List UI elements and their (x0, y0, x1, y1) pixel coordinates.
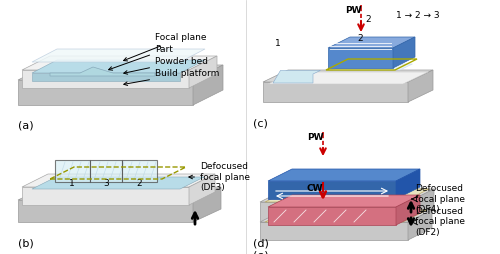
Text: (c): (c) (253, 118, 268, 128)
Text: (e): (e) (253, 250, 268, 254)
Text: 3: 3 (103, 179, 109, 188)
Text: 2: 2 (365, 15, 370, 24)
Polygon shape (268, 207, 396, 225)
Polygon shape (260, 202, 408, 222)
Polygon shape (22, 174, 215, 187)
Polygon shape (408, 189, 434, 222)
Text: Build platform: Build platform (124, 69, 220, 85)
Polygon shape (328, 48, 393, 68)
Polygon shape (90, 160, 122, 182)
Polygon shape (268, 169, 420, 181)
Polygon shape (333, 64, 412, 70)
Polygon shape (268, 181, 396, 199)
Text: PW: PW (345, 6, 361, 15)
Polygon shape (263, 70, 433, 82)
Polygon shape (265, 189, 429, 202)
Polygon shape (260, 189, 434, 202)
Polygon shape (193, 65, 223, 105)
Polygon shape (189, 56, 217, 88)
Polygon shape (328, 37, 415, 48)
Text: PW: PW (307, 133, 323, 142)
Polygon shape (18, 187, 221, 200)
Polygon shape (263, 82, 408, 102)
Text: 2: 2 (136, 179, 142, 188)
Text: (a): (a) (18, 120, 34, 130)
Text: (b): (b) (18, 239, 34, 249)
Polygon shape (32, 60, 205, 73)
Polygon shape (22, 70, 189, 88)
Polygon shape (18, 200, 193, 222)
Polygon shape (273, 70, 320, 83)
Polygon shape (408, 70, 433, 102)
Polygon shape (18, 80, 193, 105)
Polygon shape (122, 160, 157, 182)
Text: Defocused
focal plane
(DF3): Defocused focal plane (DF3) (189, 162, 250, 192)
Text: 1: 1 (275, 39, 281, 48)
Text: CW: CW (307, 184, 323, 193)
Text: (d): (d) (253, 239, 269, 249)
Polygon shape (50, 67, 155, 76)
Polygon shape (55, 160, 90, 182)
Text: Defocused
focal plane
(DF2): Defocused focal plane (DF2) (415, 207, 465, 237)
Polygon shape (268, 72, 428, 84)
Polygon shape (22, 56, 217, 70)
Polygon shape (193, 187, 221, 222)
Polygon shape (189, 174, 215, 205)
Polygon shape (408, 210, 432, 240)
Polygon shape (32, 73, 180, 81)
Polygon shape (393, 37, 415, 68)
Text: 2: 2 (357, 34, 363, 43)
Text: 1 → 2 → 3: 1 → 2 → 3 (396, 10, 440, 20)
Polygon shape (260, 222, 408, 240)
Text: Part: Part (108, 45, 173, 70)
Polygon shape (268, 195, 420, 207)
Polygon shape (22, 187, 189, 205)
Polygon shape (32, 177, 204, 189)
Polygon shape (260, 210, 432, 222)
Polygon shape (396, 169, 420, 199)
Text: Defocused
focal plane
(DF4): Defocused focal plane (DF4) (415, 184, 465, 214)
Polygon shape (18, 65, 223, 80)
Text: Powder bed: Powder bed (124, 56, 208, 74)
Text: 1: 1 (69, 179, 75, 188)
Polygon shape (32, 49, 205, 62)
Text: Focal plane: Focal plane (124, 34, 206, 61)
Polygon shape (265, 210, 427, 222)
Polygon shape (396, 195, 420, 225)
